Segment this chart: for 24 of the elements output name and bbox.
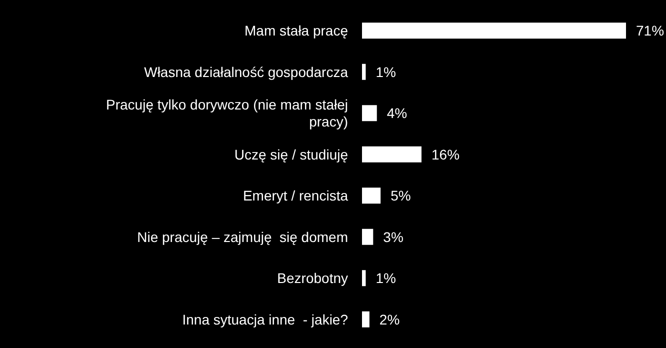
bar — [362, 105, 377, 122]
y-tick-label: Mam stała pracę — [244, 22, 348, 39]
data-label: 4% — [386, 105, 408, 122]
y-tick-label: Bezrobotny — [277, 270, 348, 286]
data-label: 71% — [636, 22, 664, 39]
y-tick-label: Nie pracuję – zajmuję się domem — [137, 228, 348, 245]
y-tick-label: Uczę się / studiuję — [234, 146, 348, 162]
bar — [362, 188, 381, 204]
y-tick-label: Emeryt / rencista — [242, 188, 348, 204]
bar — [362, 22, 626, 39]
data-label: 2% — [379, 311, 400, 328]
data-label: 1% — [376, 64, 396, 80]
y-tick-label: Inna sytuacja inne - jakie? — [182, 311, 348, 328]
data-label: 1% — [376, 270, 396, 286]
y-tick-label: Pracuję tylko dorywczo (nie mam stałej pracy) — [106, 96, 348, 130]
data-label: 3% — [383, 228, 404, 245]
bar — [362, 270, 366, 286]
bar — [362, 311, 370, 328]
bar — [362, 228, 374, 245]
bar — [362, 146, 422, 162]
data-label: 16% — [431, 146, 460, 162]
bar — [362, 64, 366, 80]
y-tick-label: Własna działalność gospodarcza — [144, 64, 348, 80]
data-label: 5% — [390, 188, 411, 204]
